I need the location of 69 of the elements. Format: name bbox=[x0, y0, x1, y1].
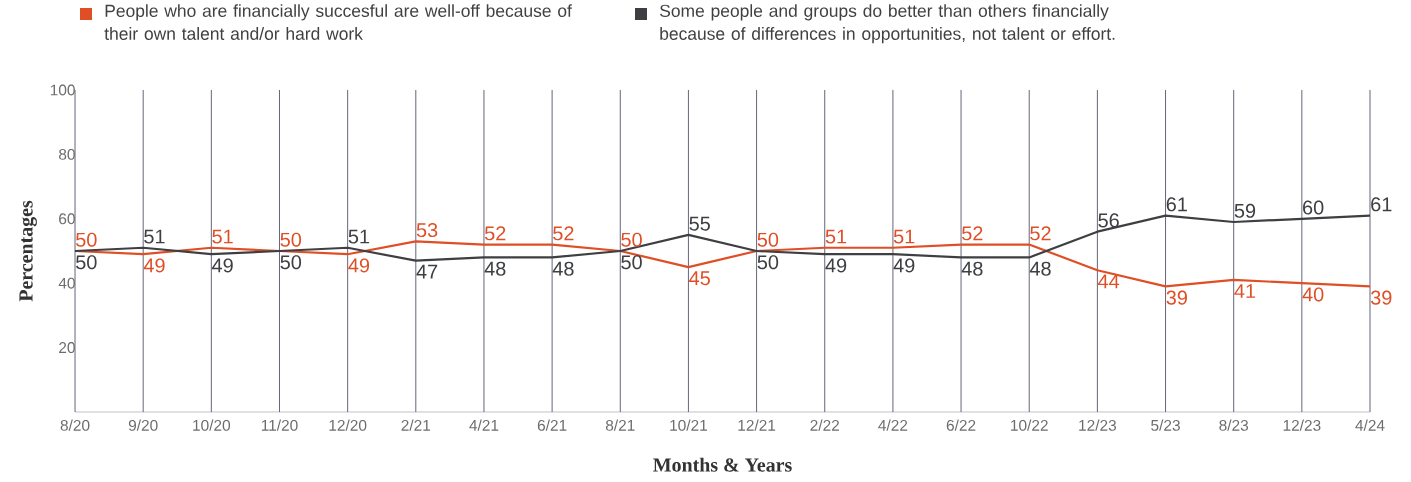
x-tick-label: 5/23 bbox=[1151, 419, 1180, 431]
data-label: 51 bbox=[825, 229, 847, 244]
data-label: 52 bbox=[484, 226, 506, 241]
x-tick-label: 8/20 bbox=[60, 419, 90, 431]
data-label: 51 bbox=[348, 229, 370, 244]
data-label: 52 bbox=[1030, 226, 1051, 241]
data-label: 39 bbox=[1370, 290, 1392, 305]
y-tick-label: 40 bbox=[58, 277, 75, 289]
x-tick-label: 11/20 bbox=[261, 419, 298, 431]
x-tick-label: 6/21 bbox=[537, 419, 567, 431]
data-label: 52 bbox=[962, 226, 983, 241]
y-tick-label: 80 bbox=[58, 148, 75, 160]
data-label: 45 bbox=[689, 271, 710, 286]
legend-label: People who are financially succesful are well-off because of their own talent and/or hard work bbox=[104, 4, 572, 40]
x-tick-label: 8/21 bbox=[605, 419, 635, 431]
x-tick-label: 10/20 bbox=[193, 419, 231, 431]
data-label: 49 bbox=[348, 258, 370, 273]
data-label: 59 bbox=[1234, 203, 1256, 218]
data-label: 49 bbox=[211, 258, 233, 273]
data-label: 50 bbox=[621, 255, 642, 270]
legend-label: Some people and groups do better than others financially because of differences in opportunities, not talent or effort. bbox=[660, 4, 1115, 44]
y-tick-label: 100 bbox=[50, 84, 75, 96]
data-label: 39 bbox=[1166, 290, 1187, 305]
data-label: 55 bbox=[689, 216, 710, 231]
x-tick-label: 12/21 bbox=[738, 419, 776, 431]
x-tick-label: 9/20 bbox=[128, 419, 158, 431]
data-label: 52 bbox=[553, 226, 574, 241]
data-label: 50 bbox=[280, 255, 302, 270]
data-label: 56 bbox=[1098, 213, 1119, 228]
data-label: 49 bbox=[893, 258, 915, 273]
data-label: 50 bbox=[76, 232, 97, 247]
data-label: 50 bbox=[621, 232, 642, 247]
x-tick-label: 4/21 bbox=[469, 419, 499, 431]
data-label: 51 bbox=[212, 229, 233, 244]
data-label: 50 bbox=[280, 232, 302, 247]
data-label: 50 bbox=[757, 255, 779, 270]
data-label: 51 bbox=[144, 229, 165, 244]
data-label: 53 bbox=[416, 223, 438, 238]
data-label: 61 bbox=[1166, 197, 1187, 212]
data-label: 47 bbox=[416, 264, 438, 279]
x-tick-label: 10/21 bbox=[670, 419, 707, 431]
x-tick-label: 12/20 bbox=[329, 419, 367, 431]
data-label: 48 bbox=[484, 261, 506, 276]
y-tick-label: 20 bbox=[59, 342, 75, 354]
data-label: 48 bbox=[552, 261, 574, 276]
x-tick-label: 2/21 bbox=[401, 419, 431, 431]
data-label: 41 bbox=[1234, 284, 1256, 298]
data-label: 40 bbox=[1302, 287, 1324, 302]
x-tick-label: 12/23 bbox=[1283, 419, 1321, 431]
x-tick-label: 4/24 bbox=[1355, 419, 1385, 431]
x-tick-label: 8/23 bbox=[1219, 419, 1249, 431]
data-label: 50 bbox=[757, 232, 779, 247]
x-tick-label: 6/22 bbox=[946, 419, 976, 431]
data-label: 50 bbox=[76, 255, 97, 270]
y-tick-label: 60 bbox=[59, 213, 75, 225]
y-axis-title: Percentages bbox=[19, 200, 37, 302]
data-label: 48 bbox=[1029, 261, 1051, 276]
x-axis-title: Months & Years bbox=[653, 457, 792, 472]
x-tick-label: 12/23 bbox=[1079, 419, 1117, 431]
data-label: 61 bbox=[1371, 197, 1392, 212]
data-label: 44 bbox=[1098, 274, 1120, 289]
data-label: 49 bbox=[825, 258, 847, 273]
data-label: 49 bbox=[143, 258, 165, 273]
data-label: 51 bbox=[893, 229, 915, 244]
x-tick-label: 10/22 bbox=[1011, 419, 1048, 431]
data-label: 48 bbox=[961, 261, 983, 276]
x-tick-label: 2/22 bbox=[810, 419, 839, 431]
x-tick-label: 4/22 bbox=[878, 419, 908, 431]
data-label: 60 bbox=[1303, 200, 1324, 215]
